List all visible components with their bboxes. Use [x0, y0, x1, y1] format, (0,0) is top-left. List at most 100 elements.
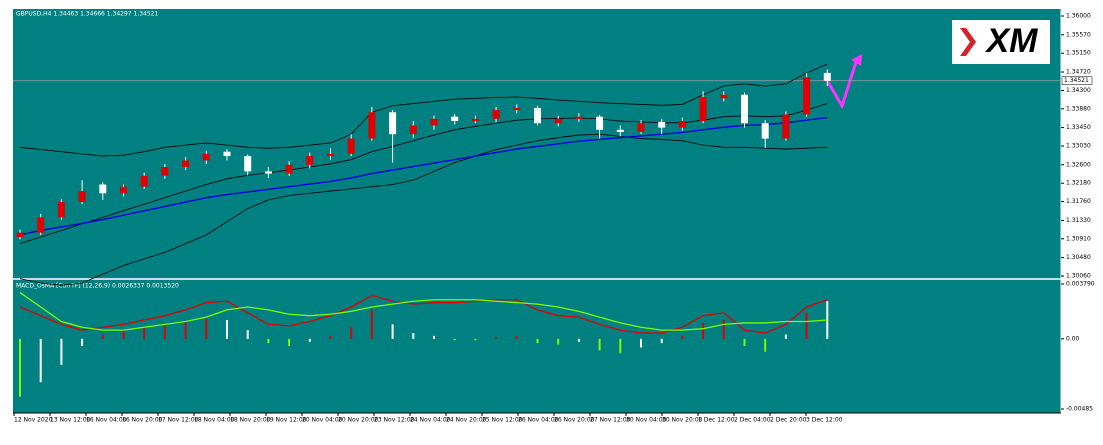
x-tick-label: 20 Nov 20:00 — [338, 417, 379, 424]
histogram-bar — [288, 338, 291, 347]
candle-body — [637, 123, 645, 132]
y-tick-label: 1.34720 — [1066, 69, 1091, 76]
indicator-line — [19, 294, 828, 334]
histogram-bar — [619, 338, 622, 354]
histogram-bar — [412, 333, 415, 339]
histogram-bar — [246, 330, 249, 339]
symbol-header: GBPUSD,H4 1.34463 1.34666 1.34297 1.3452… — [16, 11, 158, 18]
x-tick-label: 3 Dec 12:00 — [806, 417, 843, 424]
candle-body — [492, 110, 500, 119]
x-tick-label: 18 Nov 20:00 — [230, 417, 271, 424]
histogram-bar — [350, 327, 353, 339]
histogram-bar — [577, 338, 580, 342]
forecast-arrow — [826, 54, 862, 110]
y-tick-label: 1.36000 — [1066, 13, 1091, 20]
histogram-bar — [660, 338, 663, 344]
candle-body — [37, 217, 45, 233]
x-tick-label: 2 Dec 04:00 — [734, 417, 771, 424]
candle-body — [554, 118, 562, 124]
histogram-bar — [474, 338, 477, 341]
logo-text: XM — [985, 22, 1039, 60]
histogram-bar — [722, 320, 725, 339]
price-line — [19, 133, 828, 286]
y-tick-label: 1.31760 — [1066, 198, 1091, 205]
x-tick-label: 1 Dec 12:00 — [698, 417, 735, 424]
candle-body — [761, 123, 769, 139]
chart-area — [13, 9, 1061, 413]
candle-body — [368, 112, 376, 139]
y-tick-label: 1.35570 — [1066, 31, 1091, 38]
x-tick-label: 30 Nov 04:00 — [626, 417, 667, 424]
y-tick-label: 1.31330 — [1066, 217, 1091, 224]
histogram-bar — [101, 334, 104, 339]
histogram-bar — [370, 309, 373, 339]
candle-body — [658, 121, 666, 128]
x-tick-label: 23 Nov 12:00 — [374, 417, 415, 424]
forecast-path — [826, 61, 858, 110]
histogram-bar — [60, 338, 63, 365]
last-price-box — [1061, 76, 1093, 85]
candle-body — [575, 116, 583, 119]
histogram-bar — [536, 338, 539, 344]
histogram-bar — [784, 334, 787, 339]
histogram-bar — [433, 335, 435, 339]
y-tick-label: 1.33880 — [1066, 105, 1091, 112]
candle-body — [161, 167, 169, 176]
price-line — [19, 103, 828, 244]
histogram-bar — [764, 338, 767, 352]
x-tick-label: 26 Nov 20:00 — [554, 417, 595, 424]
y-tick-label: 1.30910 — [1066, 235, 1091, 242]
y2-tick-label: 0.003790 — [1066, 281, 1095, 288]
candle-body — [285, 164, 293, 174]
candle-body — [823, 72, 831, 81]
candle-body — [678, 121, 686, 128]
y-tick-label: 1.32180 — [1066, 180, 1091, 187]
candle-body — [720, 94, 728, 99]
histogram-bar — [308, 338, 311, 342]
histogram-bar — [329, 335, 332, 339]
histogram-bar — [81, 338, 84, 347]
candle-body — [244, 156, 252, 172]
candle-body — [182, 160, 190, 168]
y2-tick-label: 0.00 — [1066, 335, 1080, 342]
candle-body — [471, 118, 479, 122]
price-line — [19, 116, 828, 236]
candle-body — [140, 175, 148, 187]
candle-body — [16, 232, 24, 238]
histogram-bar — [19, 338, 21, 397]
histogram-bar — [453, 338, 456, 341]
histogram-bar — [184, 321, 187, 339]
candle-body — [741, 94, 748, 124]
x-tick-label: 12 Nov 2020 — [14, 417, 53, 424]
x-tick-label: 13 Nov 12:00 — [50, 417, 91, 424]
histogram-bar — [39, 338, 42, 383]
y-tick-label: 1.34300 — [1066, 87, 1091, 94]
histogram-bar — [122, 330, 125, 339]
x-tick-label: 17 Nov 12:00 — [158, 417, 199, 424]
histogram-bar — [640, 338, 642, 348]
histogram-bar — [267, 338, 270, 344]
x-tick-label: 19 Nov 12:00 — [266, 417, 307, 424]
candle-body — [78, 191, 86, 203]
candle-body — [430, 118, 438, 126]
indicator-line — [19, 292, 828, 331]
forecast-head — [851, 54, 862, 66]
candle-body — [202, 153, 210, 161]
x-tick-label: 30 Nov 20:00 — [662, 417, 703, 424]
candle-body — [306, 156, 314, 165]
histogram-bar — [681, 335, 684, 339]
x-tick-label: 24 Nov 20:00 — [446, 417, 487, 424]
y-tick-label: 1.30060 — [1066, 273, 1091, 280]
last-price-label: 1.34521 — [1064, 77, 1089, 84]
y-tick-label: 1.32600 — [1066, 161, 1091, 168]
candle-body — [347, 138, 355, 154]
x-tick-label: 24 Nov 04:00 — [410, 417, 451, 424]
candle-body — [803, 77, 811, 115]
histogram-bar — [495, 337, 498, 339]
candle-body — [596, 116, 604, 130]
candle-body — [616, 129, 624, 132]
y-tick-label: 1.35150 — [1066, 50, 1091, 57]
candle-body — [99, 184, 107, 194]
x-tick-label: 18 Nov 04:00 — [194, 417, 235, 424]
